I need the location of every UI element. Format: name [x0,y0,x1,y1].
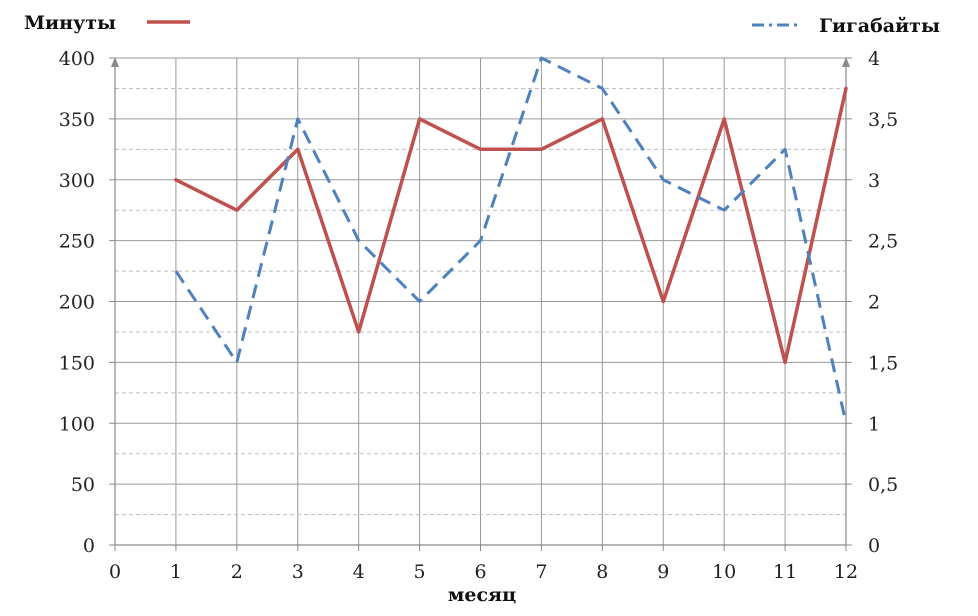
left-tick-label: 100 [59,413,95,435]
x-tick-label: 5 [414,561,426,583]
left-tick-label: 350 [59,109,95,131]
left-tick-label: 250 [59,231,95,253]
right-tick-label: 1 [868,413,880,435]
legend-minutes-label: Минуты [24,12,116,34]
x-tick-label: 9 [657,561,669,583]
left-tick-label: 300 [59,170,95,192]
right-tick-label: 0,5 [868,474,898,496]
x-tick-label: 6 [474,561,486,583]
left-tick-label: 400 [59,48,95,70]
right-tick-label: 2 [868,292,880,314]
right-tick-label: 0 [868,535,880,557]
x-tick-label: 1 [170,561,182,583]
right-tick-label: 1,5 [868,352,898,374]
x-tick-label: 3 [292,561,304,583]
legend-minutes: Минуты [24,12,190,34]
series-line-gigabytes [174,56,848,424]
left-tick-label: 150 [59,352,95,374]
x-tick-label: 0 [109,561,121,583]
x-axis-label: месяц [448,584,516,606]
right-axis-ticks: 0 0,5 1 1,5 2 2,5 3 3,5 4 [846,48,898,557]
right-tick-label: 4 [868,48,880,70]
legend-gigabytes-label: Гигабайты [819,15,940,37]
series-line-minutes [174,86,848,365]
left-axis-ticks: 0 50 100 150 200 250 300 350 400 [59,48,115,557]
right-axis-arrow [842,57,850,67]
left-tick-label: 200 [59,292,95,314]
x-tick-label: 4 [353,561,365,583]
x-axis-ticks: 0 1 2 3 4 5 6 7 8 9 10 11 12 [109,545,858,583]
series-lines [174,56,848,424]
legend-gigabytes: Гигабайты [752,15,940,37]
x-tick-label: 2 [231,561,243,583]
x-tick-label: 8 [596,561,608,583]
left-tick-label: 0 [83,535,95,557]
right-tick-label: 3 [868,170,880,192]
grid [115,57,847,545]
right-tick-label: 2,5 [868,231,898,253]
x-tick-label: 11 [773,561,797,583]
x-tick-label: 7 [535,561,547,583]
x-tick-label: 10 [712,561,736,583]
left-axis-arrow [111,57,119,67]
left-tick-label: 50 [71,474,95,496]
x-tick-label: 12 [834,561,858,583]
right-tick-label: 3,5 [868,109,898,131]
